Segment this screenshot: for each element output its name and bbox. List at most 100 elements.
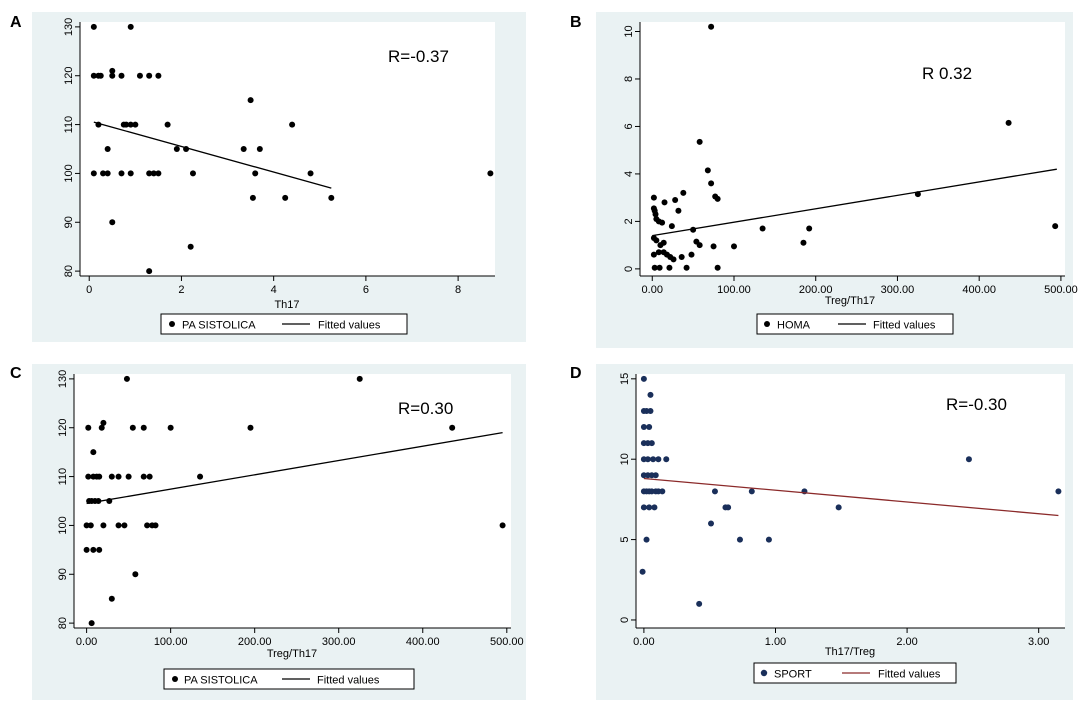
- panel-a-data-point: [282, 194, 289, 201]
- panel-a-data-point: [90, 72, 97, 79]
- panel-a-y-tick-label: 130: [63, 18, 75, 36]
- panel-d-x-tick-label: 3.00: [1028, 636, 1049, 648]
- panel-c-fitted-line: [86, 431, 503, 505]
- panel-b-y-tick-label: 8: [623, 76, 635, 82]
- panel-c-data-point: [87, 522, 94, 529]
- panel-c-data-point: [96, 473, 103, 480]
- panel-d-data-point: [640, 375, 647, 382]
- panel-d-fitted-line: [643, 477, 1059, 517]
- panel-c-y-tick-label: 90: [57, 568, 69, 580]
- panel-c-y-tick-label: 80: [57, 617, 69, 629]
- panel-b-legend-marker-label: HOMA: [777, 320, 811, 332]
- panel-b-x-tick-label: 400.00: [962, 284, 996, 296]
- panel-a-data-point: [118, 170, 125, 177]
- panel-d-data-point: [663, 456, 670, 463]
- panel-a-plot-area: [80, 22, 495, 276]
- panel-c-data-point: [96, 546, 103, 553]
- panel-b-data-point: [653, 237, 660, 244]
- panel-c-y-tick-label: 100: [57, 516, 69, 534]
- panel-b-data-point: [650, 251, 657, 258]
- panel-a-data-point: [109, 72, 116, 79]
- panel-c-x-tick-label: 500.00: [490, 636, 524, 648]
- panel-b-data-point: [668, 223, 675, 230]
- panel-c-legend-marker-label: PA SISTOLICA: [184, 675, 258, 687]
- panel-c-data-point: [108, 595, 115, 602]
- panel-b-data-point: [660, 239, 667, 246]
- panel-c-data-point: [356, 375, 363, 382]
- panel-a-data-point: [247, 97, 254, 104]
- panel-a-y-tick-label: 80: [63, 265, 75, 277]
- panel-a-x-tick-label: 0: [86, 284, 92, 296]
- panel-b-data-point: [696, 138, 703, 145]
- panel-a-data-point: [109, 219, 116, 226]
- panel-a-r-value: R=-0.37: [388, 47, 449, 66]
- panel-b-letter: B: [570, 14, 582, 31]
- panel-a-data-point: [249, 194, 256, 201]
- panel-b-data-point: [688, 251, 695, 258]
- panel-a-x-tick-label: 6: [363, 284, 369, 296]
- panel-a-data-point: [100, 170, 107, 177]
- panel-a-data-point: [127, 23, 134, 30]
- panel-b-fitted-line: [652, 168, 1057, 237]
- panel-c-data-point: [146, 473, 153, 480]
- panel-c-data-point: [140, 473, 147, 480]
- panel-d-data-point: [648, 440, 655, 447]
- panel-a-data-point: [127, 121, 134, 128]
- panel-b-data-point: [714, 264, 721, 271]
- panel-a-data-point: [132, 121, 139, 128]
- panel-b-y-tick-label: 4: [623, 171, 635, 177]
- panel-d-legend-marker: [760, 669, 768, 677]
- panel-a-letter: A: [10, 14, 22, 31]
- panel-c-data-point: [152, 522, 159, 529]
- panel-a-data-point: [328, 194, 335, 201]
- panel-a-x-tick-label: 4: [271, 284, 277, 296]
- panel-b-data-point: [1052, 223, 1059, 230]
- panel-c-data-point: [247, 424, 254, 431]
- panel-a-data-point: [487, 170, 494, 177]
- panel-b-data-point: [710, 243, 717, 250]
- panel-a-data-point: [90, 23, 97, 30]
- panel-a-legend-line-label: Fitted values: [318, 320, 381, 332]
- panel-a-data-point: [173, 146, 180, 152]
- panel-a-data-point: [307, 170, 314, 177]
- panel-d-data-point: [646, 424, 653, 431]
- panel-c-data-point: [108, 473, 115, 480]
- panel-a-data-point: [90, 170, 97, 177]
- panel-b-data-point: [714, 195, 721, 202]
- panel-b-data-point: [675, 207, 682, 214]
- panel-a-data-point: [146, 268, 153, 275]
- panel-c-data-point: [121, 522, 128, 529]
- panel-c-letter: C: [10, 365, 22, 382]
- panel-a-data-point: [256, 146, 263, 152]
- panel-b-data-point: [650, 194, 657, 201]
- panel-d-y-tick-label: 10: [619, 453, 631, 465]
- panel-a-y-tick-label: 100: [63, 164, 75, 182]
- panel-d-data-point: [1055, 488, 1062, 495]
- panel-b-y-tick-label: 2: [623, 218, 635, 224]
- panel-d-data-point: [708, 520, 715, 527]
- panel-c: C R=0.30 80 90 100 110 120 130 0.00 100.00 200.0…: [10, 364, 526, 700]
- panel-d-data-point: [765, 536, 772, 543]
- panel-d-data-point: [652, 472, 659, 479]
- panel-c-x-tick-label: 100.00: [154, 636, 188, 648]
- panel-b-legend-line-label: Fitted values: [873, 320, 936, 332]
- panel-d-data-point: [647, 391, 654, 398]
- panel-b-data-point: [696, 242, 703, 249]
- panel-c-data-point: [83, 546, 90, 553]
- panel-c-data-point: [115, 522, 122, 529]
- panel-c-legend-line-label: Fitted values: [317, 675, 380, 687]
- panel-c-data-point: [98, 424, 105, 431]
- panel-c-y-tick-label: 130: [57, 370, 69, 388]
- panel-a-y-tick-label: 110: [63, 116, 75, 134]
- panel-c-r-value: R=0.30: [398, 399, 453, 418]
- panel-a-y-tick-label: 90: [63, 216, 75, 228]
- panel-b-data-point: [651, 264, 658, 271]
- panel-c-chart: 80 90 100 110 120 130 0.00 100.00 200.00 300.00 40…: [57, 370, 524, 660]
- panel-d-data-point: [659, 488, 666, 495]
- panel-d-data-point: [640, 424, 647, 431]
- panel-d-y-tick-label: 5: [619, 537, 631, 543]
- panel-b-x-tick-label: 200.00: [799, 284, 833, 296]
- panel-d-x-tick-label: 0.00: [633, 636, 654, 648]
